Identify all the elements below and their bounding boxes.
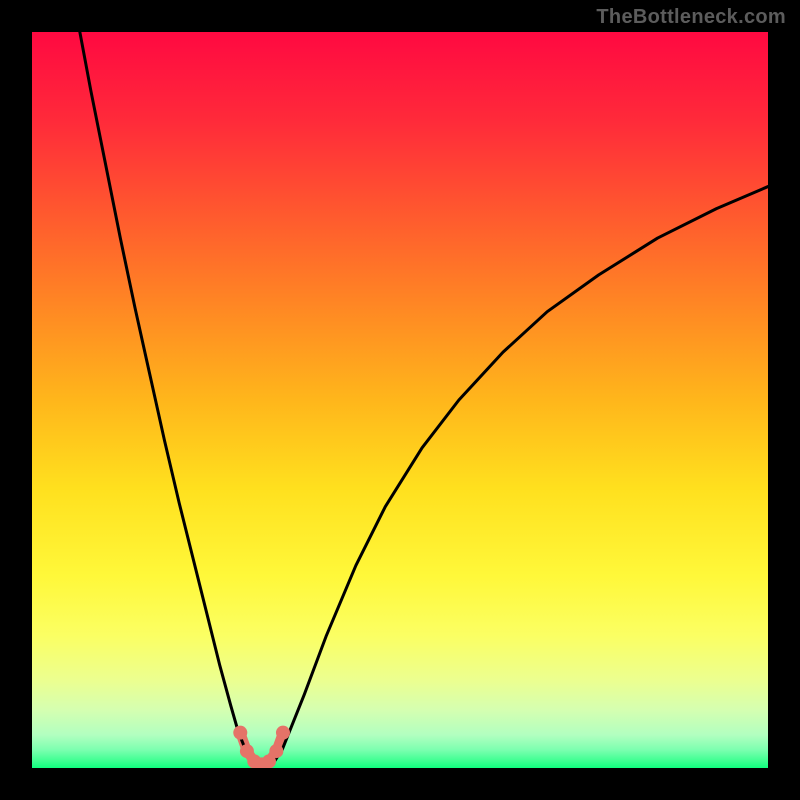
trough-marker (276, 726, 290, 740)
plot-area (32, 32, 768, 768)
bottleneck-curve (32, 32, 768, 768)
chart-frame: TheBottleneck.com (0, 0, 800, 800)
main-curve-path (80, 32, 768, 765)
watermark-label: TheBottleneck.com (596, 6, 786, 29)
trough-marker-group (233, 726, 290, 768)
trough-marker (269, 744, 283, 758)
trough-marker (233, 726, 247, 740)
